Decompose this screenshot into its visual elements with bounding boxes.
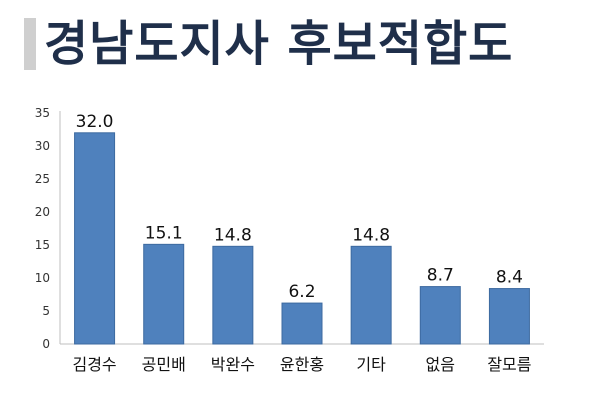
data-label: 15.1	[145, 223, 183, 243]
bar	[212, 245, 254, 345]
category-label: 박완수	[211, 355, 255, 374]
category-label: 김경수	[72, 355, 116, 374]
bar	[350, 245, 392, 345]
data-label: 6.2	[288, 282, 315, 302]
bar	[143, 243, 185, 345]
category-label: 윤한홍	[280, 355, 324, 374]
data-label: 8.7	[427, 266, 454, 286]
data-label: 32.0	[76, 112, 114, 132]
category-label: 공민배	[142, 355, 186, 374]
bar	[74, 132, 116, 345]
bar	[488, 288, 530, 345]
chart-title: 경남도지사 후보적합도	[44, 16, 514, 72]
data-label: 14.8	[352, 225, 390, 245]
y-tick-label: 20	[35, 205, 50, 219]
title-accent-bar	[24, 18, 36, 70]
y-tick-label: 35	[35, 106, 50, 120]
data-label: 14.8	[214, 225, 252, 245]
category-label: 잘모름	[487, 355, 531, 374]
bar	[281, 302, 323, 345]
bar	[419, 286, 461, 345]
y-tick-label: 30	[35, 139, 50, 153]
y-tick-label: 10	[35, 271, 50, 285]
y-tick-label: 0	[42, 337, 50, 351]
category-label: 없음	[426, 355, 455, 374]
y-tick-label: 25	[35, 172, 50, 186]
y-tick-label: 15	[35, 238, 50, 252]
y-tick-label: 5	[42, 304, 50, 318]
category-label: 기타	[356, 355, 386, 374]
data-label: 8.4	[496, 268, 523, 288]
